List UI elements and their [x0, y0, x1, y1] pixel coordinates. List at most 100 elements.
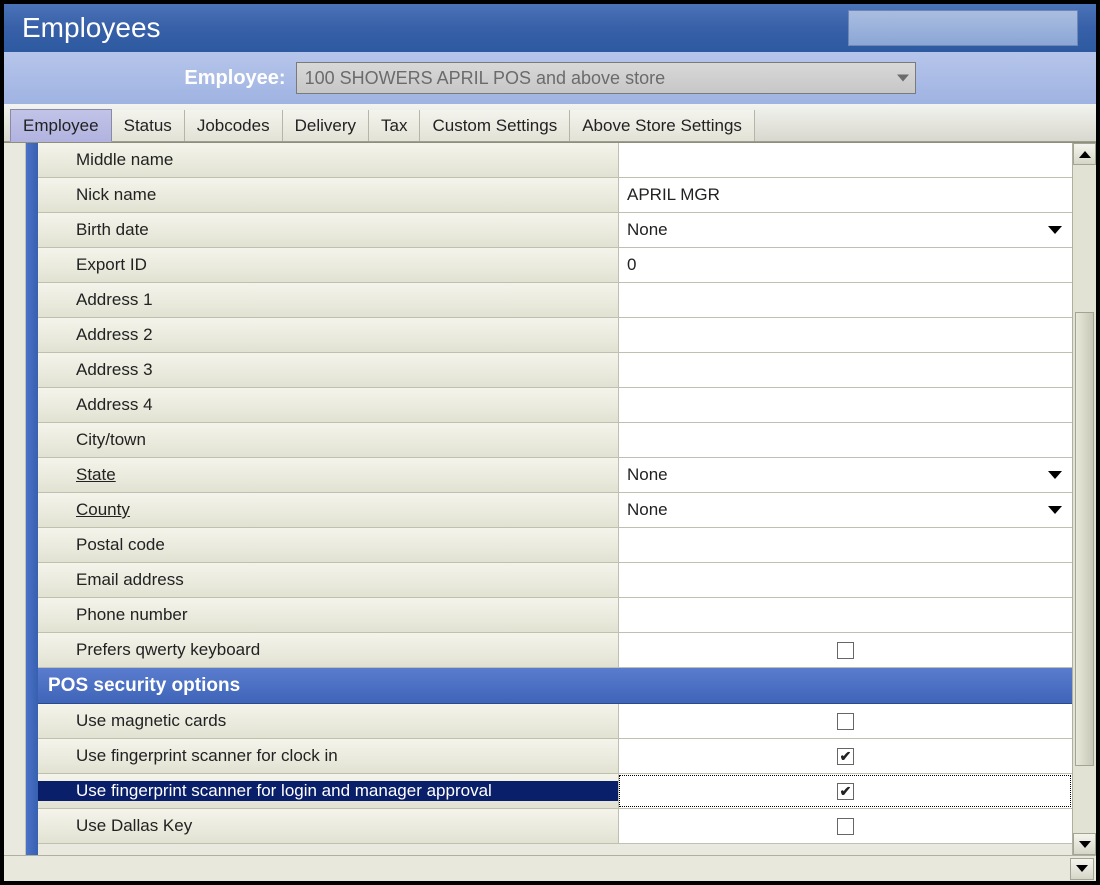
- window-title: Employees: [22, 12, 161, 44]
- row-postal[interactable]: Postal code: [38, 528, 1072, 563]
- field-value[interactable]: [618, 388, 1072, 422]
- category-stripe: [26, 143, 38, 855]
- field-value[interactable]: [618, 563, 1072, 597]
- check-icon: ✔: [840, 748, 852, 765]
- property-grid: Middle name Nick name APRIL MGR Birth da…: [4, 142, 1096, 855]
- field-label: Phone number: [38, 605, 618, 625]
- row-magnetic[interactable]: Use magnetic cards: [38, 704, 1072, 739]
- scroll-down-button[interactable]: [1073, 833, 1096, 855]
- field-label: Use Dallas Key: [38, 816, 618, 836]
- checkbox-icon[interactable]: ✔: [837, 748, 854, 765]
- row-phone[interactable]: Phone number: [38, 598, 1072, 633]
- employee-dropdown[interactable]: 100 SHOWERS APRIL POS and above store: [296, 62, 916, 94]
- field-label: Birth date: [38, 220, 618, 240]
- gutter: [4, 143, 26, 855]
- row-address4[interactable]: Address 4: [38, 388, 1072, 423]
- title-right-pane: [848, 10, 1078, 46]
- field-label: Address 1: [38, 290, 618, 310]
- field-dropdown[interactable]: None: [618, 458, 1072, 492]
- field-value[interactable]: APRIL MGR: [618, 178, 1072, 212]
- checkbox-icon[interactable]: [837, 818, 854, 835]
- field-checkbox[interactable]: [618, 809, 1072, 843]
- tab-label: Tax: [381, 116, 407, 135]
- tab-label: Jobcodes: [197, 116, 270, 135]
- field-label: Use fingerprint scanner for clock in: [38, 746, 618, 766]
- field-label[interactable]: State: [38, 465, 618, 485]
- field-checkbox[interactable]: ✔: [618, 774, 1072, 808]
- field-label: City/town: [38, 430, 618, 450]
- bottom-bar: [4, 855, 1096, 881]
- row-middle-name[interactable]: Middle name: [38, 143, 1072, 178]
- tab-label: Employee: [23, 116, 99, 135]
- field-value[interactable]: 0: [618, 248, 1072, 282]
- scroll-down-button-outer[interactable]: [1070, 858, 1094, 880]
- field-value[interactable]: [618, 423, 1072, 457]
- check-icon: ✔: [840, 783, 852, 800]
- field-label: Email address: [38, 570, 618, 590]
- checkbox-icon[interactable]: [837, 642, 854, 659]
- field-dropdown[interactable]: None: [618, 493, 1072, 527]
- field-label[interactable]: County: [38, 500, 618, 520]
- triangle-down-icon: [1079, 841, 1091, 848]
- tab-status[interactable]: Status: [112, 110, 185, 141]
- field-label: Export ID: [38, 255, 618, 275]
- field-label: Use magnetic cards: [38, 711, 618, 731]
- tab-label: Custom Settings: [432, 116, 557, 135]
- employee-dropdown-value: 100 SHOWERS APRIL POS and above store: [305, 68, 666, 89]
- tab-label: Status: [124, 116, 172, 135]
- scroll-thumb[interactable]: [1075, 312, 1094, 766]
- tab-bar: Employee Status Jobcodes Delivery Tax Cu…: [4, 104, 1096, 142]
- field-label: Address 4: [38, 395, 618, 415]
- scroll-up-button[interactable]: [1073, 143, 1096, 165]
- row-dallas[interactable]: Use Dallas Key: [38, 809, 1072, 844]
- triangle-up-icon: [1079, 151, 1091, 158]
- tab-label: Delivery: [295, 116, 356, 135]
- field-label: Nick name: [38, 185, 618, 205]
- row-nick-name[interactable]: Nick name APRIL MGR: [38, 178, 1072, 213]
- tab-tax[interactable]: Tax: [369, 110, 420, 141]
- field-label: Postal code: [38, 535, 618, 555]
- row-qwerty[interactable]: Prefers qwerty keyboard: [38, 633, 1072, 668]
- row-fp-login[interactable]: Use fingerprint scanner for login and ma…: [38, 774, 1072, 809]
- field-dropdown[interactable]: None: [618, 213, 1072, 247]
- row-city[interactable]: City/town: [38, 423, 1072, 458]
- vertical-scrollbar[interactable]: [1072, 143, 1096, 855]
- field-checkbox[interactable]: [618, 633, 1072, 667]
- row-address1[interactable]: Address 1: [38, 283, 1072, 318]
- field-checkbox[interactable]: [618, 704, 1072, 738]
- tab-employee[interactable]: Employee: [10, 109, 112, 142]
- tab-custom-settings[interactable]: Custom Settings: [420, 110, 570, 141]
- row-export-id[interactable]: Export ID 0: [38, 248, 1072, 283]
- field-value[interactable]: [618, 283, 1072, 317]
- field-value[interactable]: [618, 598, 1072, 632]
- field-value[interactable]: [618, 143, 1072, 177]
- field-label: Address 3: [38, 360, 618, 380]
- row-address2[interactable]: Address 2: [38, 318, 1072, 353]
- tab-label: Above Store Settings: [582, 116, 742, 135]
- title-bar: Employees: [4, 4, 1096, 52]
- field-value[interactable]: [618, 318, 1072, 352]
- employee-selector-bar: Employee: 100 SHOWERS APRIL POS and abov…: [4, 52, 1096, 104]
- checkbox-icon[interactable]: [837, 713, 854, 730]
- row-birth-date[interactable]: Birth date None: [38, 213, 1072, 248]
- row-state[interactable]: State None: [38, 458, 1072, 493]
- field-label: Prefers qwerty keyboard: [38, 640, 618, 660]
- tab-above-store[interactable]: Above Store Settings: [570, 110, 755, 141]
- employee-label: Employee:: [184, 67, 285, 90]
- field-label: Address 2: [38, 325, 618, 345]
- row-address3[interactable]: Address 3: [38, 353, 1072, 388]
- field-value[interactable]: [618, 528, 1072, 562]
- tab-delivery[interactable]: Delivery: [283, 110, 369, 141]
- section-pos-security[interactable]: − POS security options: [38, 668, 1072, 704]
- field-value[interactable]: [618, 353, 1072, 387]
- row-email[interactable]: Email address: [38, 563, 1072, 598]
- field-checkbox[interactable]: ✔: [618, 739, 1072, 773]
- field-label: Middle name: [38, 150, 618, 170]
- row-fp-clockin[interactable]: Use fingerprint scanner for clock in ✔: [38, 739, 1072, 774]
- chevron-down-icon: [897, 75, 909, 82]
- checkbox-icon[interactable]: ✔: [837, 783, 854, 800]
- row-county[interactable]: County None: [38, 493, 1072, 528]
- field-label: Use fingerprint scanner for login and ma…: [38, 781, 618, 801]
- tab-jobcodes[interactable]: Jobcodes: [185, 110, 283, 141]
- scroll-track[interactable]: [1073, 165, 1096, 833]
